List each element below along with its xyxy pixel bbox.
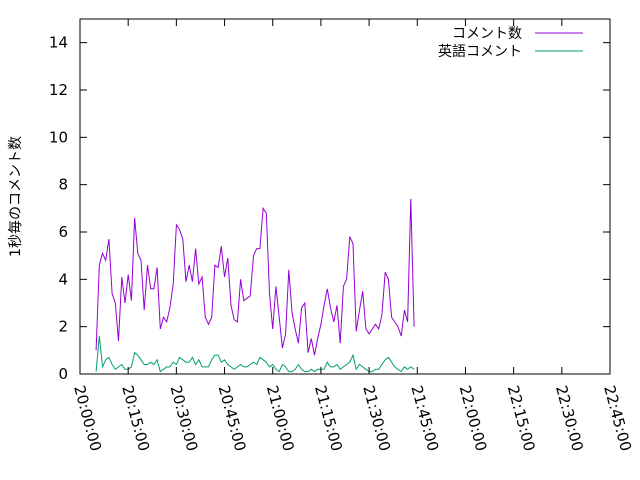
plot-frame bbox=[79, 18, 611, 375]
x-tick-label: 20:00:00 bbox=[70, 383, 105, 453]
x-tick-label: 20:45:00 bbox=[215, 383, 250, 453]
y-tick-label: 10 bbox=[49, 128, 68, 146]
y-tick-label: 2 bbox=[58, 318, 68, 336]
x-tick-label: 20:30:00 bbox=[166, 383, 201, 453]
plot-area bbox=[79, 18, 611, 375]
series-line-2 bbox=[95, 336, 415, 373]
x-tick-label: 21:30:00 bbox=[359, 383, 394, 453]
x-tick-label: 22:45:00 bbox=[600, 383, 635, 453]
legend-label-2: 英語コメント bbox=[438, 43, 522, 60]
y-tick-label: 8 bbox=[58, 176, 68, 194]
x-tick-label: 22:30:00 bbox=[552, 383, 587, 453]
y-tick-label: 12 bbox=[49, 81, 68, 99]
y-axis-label: 1秒毎のコメント数 bbox=[8, 136, 24, 257]
x-tick-label: 20:15:00 bbox=[118, 383, 153, 453]
axes: 0 2 4 6 8 10 12 14 20:00:00 20:15:00 20:30:00 20:45… bbox=[49, 19, 635, 453]
x-tick-label: 21:45:00 bbox=[407, 383, 442, 453]
x-tick-label: 21:15:00 bbox=[311, 383, 346, 453]
x-tick-label: 22:00:00 bbox=[456, 383, 491, 453]
y-tick-label: 4 bbox=[58, 270, 68, 288]
y-tick-label: 0 bbox=[58, 365, 68, 383]
series-lines bbox=[95, 198, 415, 373]
y-tick-label: 14 bbox=[49, 34, 68, 52]
series-line-1 bbox=[95, 198, 415, 356]
legend-label-1: コメント数 bbox=[452, 26, 522, 42]
x-tick-label: 21:00:00 bbox=[263, 383, 298, 453]
y-tick-label: 6 bbox=[58, 223, 68, 241]
x-tick-label: 22:15:00 bbox=[504, 383, 539, 453]
